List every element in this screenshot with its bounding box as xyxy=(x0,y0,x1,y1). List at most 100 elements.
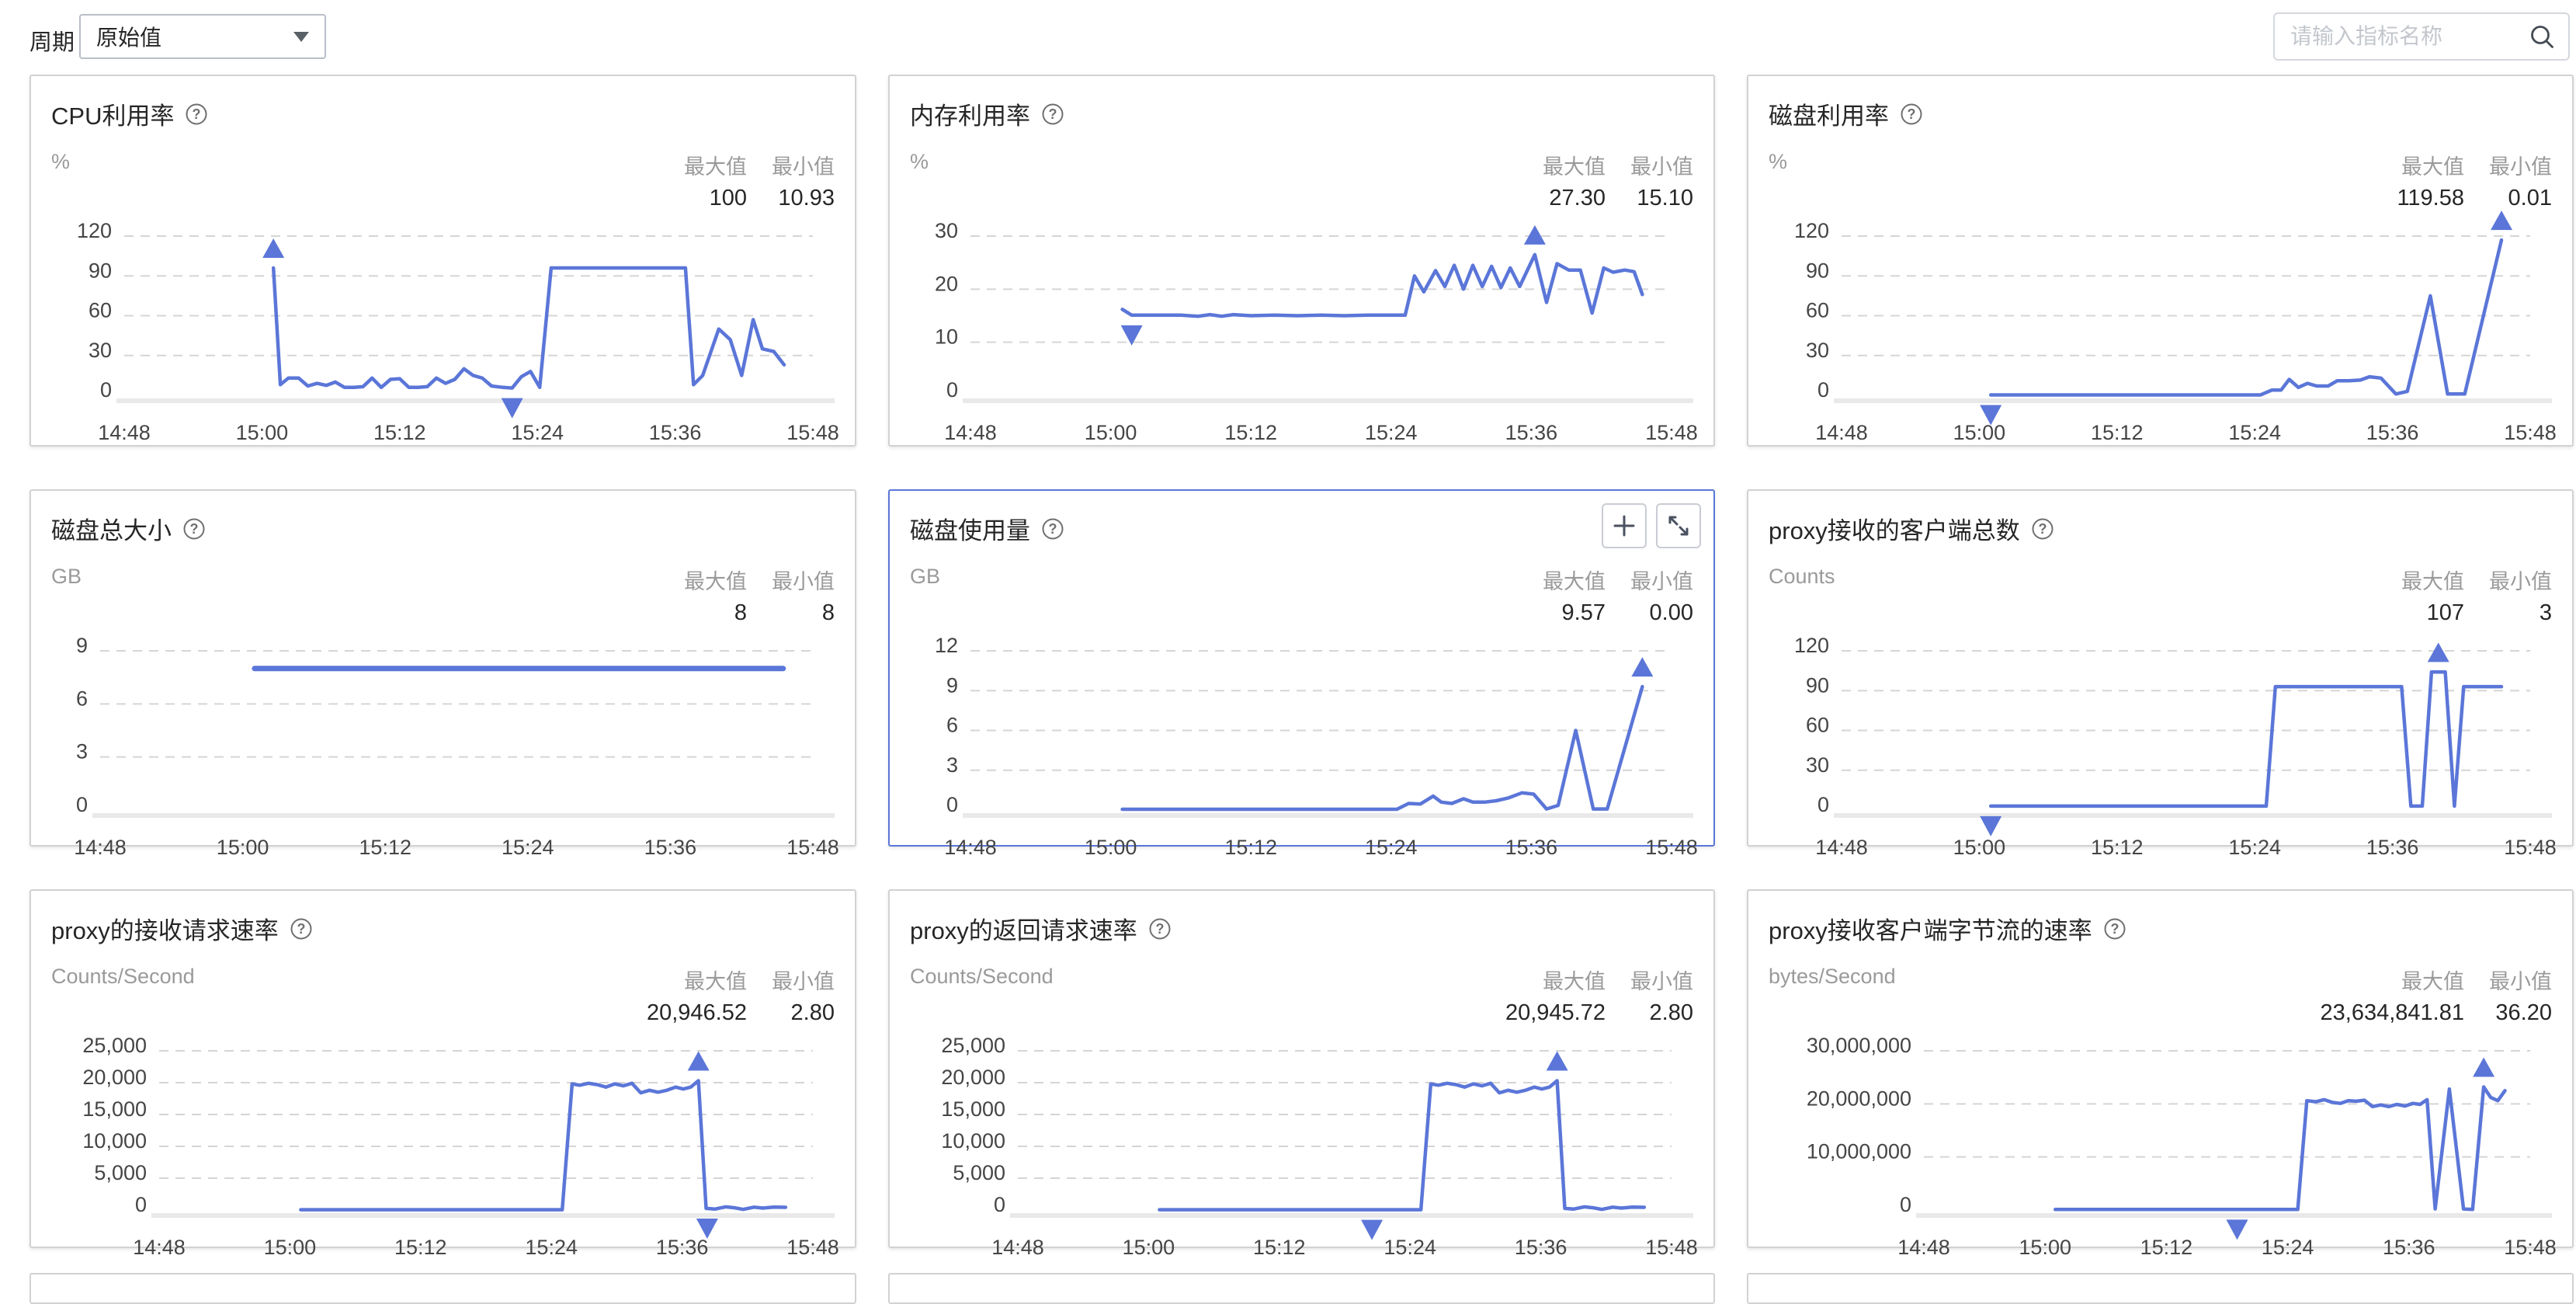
svg-text:?: ? xyxy=(193,106,201,122)
y-axis-unit-label: % xyxy=(1769,150,1788,173)
max-marker-icon xyxy=(687,1051,710,1071)
max-label: 最大值 xyxy=(684,570,747,593)
min-marker-icon xyxy=(1120,325,1143,346)
stats-block: 最大值 20,946.52 最小值 2.80 xyxy=(647,965,835,1026)
line-chart[interactable]: 0 3 6 9 12 14:48 15:00 15:12 15:24 15:36 15:48 xyxy=(907,628,1698,861)
help-icon[interactable]: ? xyxy=(185,103,208,126)
period-dropdown[interactable]: 原始值 xyxy=(79,14,326,59)
period-label: 周期 xyxy=(30,30,75,55)
svg-text:15:36: 15:36 xyxy=(644,836,697,859)
stats-block: 最大值 23,634,841.81 最小值 36.20 xyxy=(2321,965,2552,1026)
svg-text:60: 60 xyxy=(89,299,112,322)
y-axis-unit-label: Counts/Second xyxy=(910,965,1054,988)
line-chart[interactable]: 0 10,000,000 20,000,000 30,000,000 14:48 15:0… xyxy=(1765,1028,2557,1261)
metric-card-proxy-clients[interactable]: proxy接收的客户端总数 ? Counts 最大值 107 最小值 3 0 30 60… xyxy=(1747,489,2574,859)
min-marker-icon xyxy=(1361,1219,1383,1240)
max-label: 最大值 xyxy=(1543,570,1606,593)
svg-text:30: 30 xyxy=(89,339,112,362)
svg-text:3: 3 xyxy=(76,740,88,763)
help-icon[interactable]: ? xyxy=(2103,917,2126,941)
svg-text:15:48: 15:48 xyxy=(1645,1236,1698,1259)
help-icon[interactable]: ? xyxy=(1900,103,1923,126)
metric-card-memory-usage[interactable]: 内存利用率 ? % 最大值 27.30 最小值 15.10 0 10 20 30 14:48… xyxy=(888,75,1715,447)
chart-row-1: CPU利用率 ? % 最大值 100 最小值 10.93 0 30 60 90 120 14:… xyxy=(30,75,2574,447)
svg-text:15:36: 15:36 xyxy=(1505,836,1558,859)
svg-text:25,000: 25,000 xyxy=(82,1034,147,1057)
max-marker-icon xyxy=(1631,657,1654,677)
period-dropdown-value: 原始值 xyxy=(96,26,162,50)
min-value: 10.93 xyxy=(778,186,835,210)
svg-text:14:48: 14:48 xyxy=(1815,421,1868,444)
svg-text:?: ? xyxy=(297,921,305,937)
help-icon[interactable]: ? xyxy=(1148,917,1172,941)
metric-card-partial xyxy=(30,1273,856,1304)
svg-text:15:24: 15:24 xyxy=(2228,421,2281,444)
plus-icon xyxy=(1613,515,1635,537)
help-icon[interactable]: ? xyxy=(290,917,313,941)
chart-title: proxy接收的客户端总数 xyxy=(1769,517,2020,544)
max-marker-icon xyxy=(1546,1051,1568,1071)
line-chart[interactable]: 0 30 60 90 120 14:48 15:00 15:12 15:24 15:36 15:48 xyxy=(1765,210,2557,446)
metric-card-proxy-bytes-rate[interactable]: proxy接收客户端字节流的速率 ? bytes/Second 最大值 23,63… xyxy=(1747,889,2574,1259)
svg-text:60: 60 xyxy=(1806,714,1829,737)
max-value: 20,946.52 xyxy=(646,1000,747,1025)
svg-text:9: 9 xyxy=(76,634,88,657)
stats-block: 最大值 27.30 最小值 15.10 xyxy=(1543,150,1693,211)
max-label: 最大值 xyxy=(1543,970,1606,993)
line-chart[interactable]: 0 5,000 10,000 15,000 20,000 25,000 14:48 15:00… xyxy=(907,1028,1698,1261)
max-value: 107 xyxy=(2426,600,2464,625)
chart-title: 磁盘利用率 xyxy=(1769,103,1889,130)
svg-text:15:48: 15:48 xyxy=(2504,421,2557,444)
search-input[interactable] xyxy=(2275,24,2528,49)
svg-text:15:36: 15:36 xyxy=(2366,421,2419,444)
plus-button[interactable] xyxy=(1602,503,1647,548)
max-value: 23,634,841.81 xyxy=(2320,1000,2464,1025)
svg-text:15:12: 15:12 xyxy=(359,836,411,859)
svg-text:120: 120 xyxy=(1794,219,1829,242)
min-label: 最小值 xyxy=(2489,970,2552,993)
svg-text:15:00: 15:00 xyxy=(1123,1236,1175,1259)
line-chart[interactable]: 0 5,000 10,000 15,000 20,000 25,000 14:48 15:00… xyxy=(48,1028,838,1261)
search-icon[interactable] xyxy=(2528,23,2556,50)
svg-text:15:36: 15:36 xyxy=(2366,836,2419,859)
expand-button[interactable] xyxy=(1656,503,1701,548)
chart-title: CPU利用率 xyxy=(51,103,175,130)
help-icon[interactable]: ? xyxy=(1041,103,1064,126)
svg-text:3: 3 xyxy=(946,753,958,777)
metric-card-proxy-response-rate[interactable]: proxy的返回请求速率 ? Counts/Second 最大值 20,945.7… xyxy=(888,889,1715,1259)
svg-text:?: ? xyxy=(1049,106,1057,122)
line-chart[interactable]: 0 30 60 90 120 14:48 15:00 15:12 15:24 15:36 15:48 xyxy=(1765,628,2557,861)
metric-card-cpu-usage[interactable]: CPU利用率 ? % 最大值 100 最小值 10.93 0 30 60 90 120 14:… xyxy=(30,75,856,447)
stats-block: 最大值 119.58 最小值 0.01 xyxy=(2397,150,2552,211)
svg-text:120: 120 xyxy=(1794,634,1829,657)
svg-text:30: 30 xyxy=(1806,753,1829,777)
line-chart[interactable]: 0 3 6 9 14:48 15:00 15:12 15:24 15:36 15:48 xyxy=(48,628,839,861)
help-icon[interactable]: ? xyxy=(2031,517,2054,541)
metric-card-disk-total-size[interactable]: 磁盘总大小 ? GB 最大值 8 最小值 8 0 3 6 9 14:48 15:00 15:12… xyxy=(30,489,856,859)
svg-text:25,000: 25,000 xyxy=(941,1034,1005,1057)
help-icon[interactable]: ? xyxy=(182,517,206,541)
svg-text:15:24: 15:24 xyxy=(2262,1236,2314,1259)
line-chart[interactable]: 0 10 20 30 14:48 15:00 15:12 15:24 15:36 15:48 xyxy=(907,213,1698,446)
min-value: 15.10 xyxy=(1637,186,1693,210)
svg-text:15:48: 15:48 xyxy=(786,836,839,859)
max-marker-icon xyxy=(262,238,285,258)
svg-text:15:00: 15:00 xyxy=(1953,836,2006,859)
metric-card-disk-usage-rate[interactable]: 磁盘利用率 ? % 最大值 119.58 最小值 0.01 0 30 60 90 120 14… xyxy=(1747,75,2574,447)
min-label: 最小值 xyxy=(772,155,835,179)
line-chart[interactable]: 0 30 60 90 120 14:48 15:00 15:12 15:24 15:36 15:48 xyxy=(48,213,839,446)
svg-text:15:24: 15:24 xyxy=(2228,836,2281,859)
svg-text:12: 12 xyxy=(935,634,958,657)
svg-text:15:36: 15:36 xyxy=(2383,1236,2435,1259)
metric-card-proxy-request-rate[interactable]: proxy的接收请求速率 ? Counts/Second 最大值 20,946.5… xyxy=(30,889,856,1259)
chart-row-2: 磁盘总大小 ? GB 最大值 8 最小值 8 0 3 6 9 14:48 15:00 15:12… xyxy=(30,489,2574,859)
svg-text:6: 6 xyxy=(76,687,88,710)
stats-block: 最大值 107 最小值 3 xyxy=(2401,565,2552,626)
min-value: 2.80 xyxy=(790,1000,835,1025)
min-label: 最小值 xyxy=(1630,970,1693,993)
svg-text:90: 90 xyxy=(1806,673,1829,697)
help-icon[interactable]: ? xyxy=(1041,517,1064,541)
metric-card-disk-used[interactable]: 磁盘使用量 ? GB 最大值 9.57 最小值 0.00 0 3 6 9 12 14:48 15… xyxy=(888,489,1715,859)
y-axis-unit-label: bytes/Second xyxy=(1769,965,1896,988)
min-label: 最小值 xyxy=(772,970,835,993)
